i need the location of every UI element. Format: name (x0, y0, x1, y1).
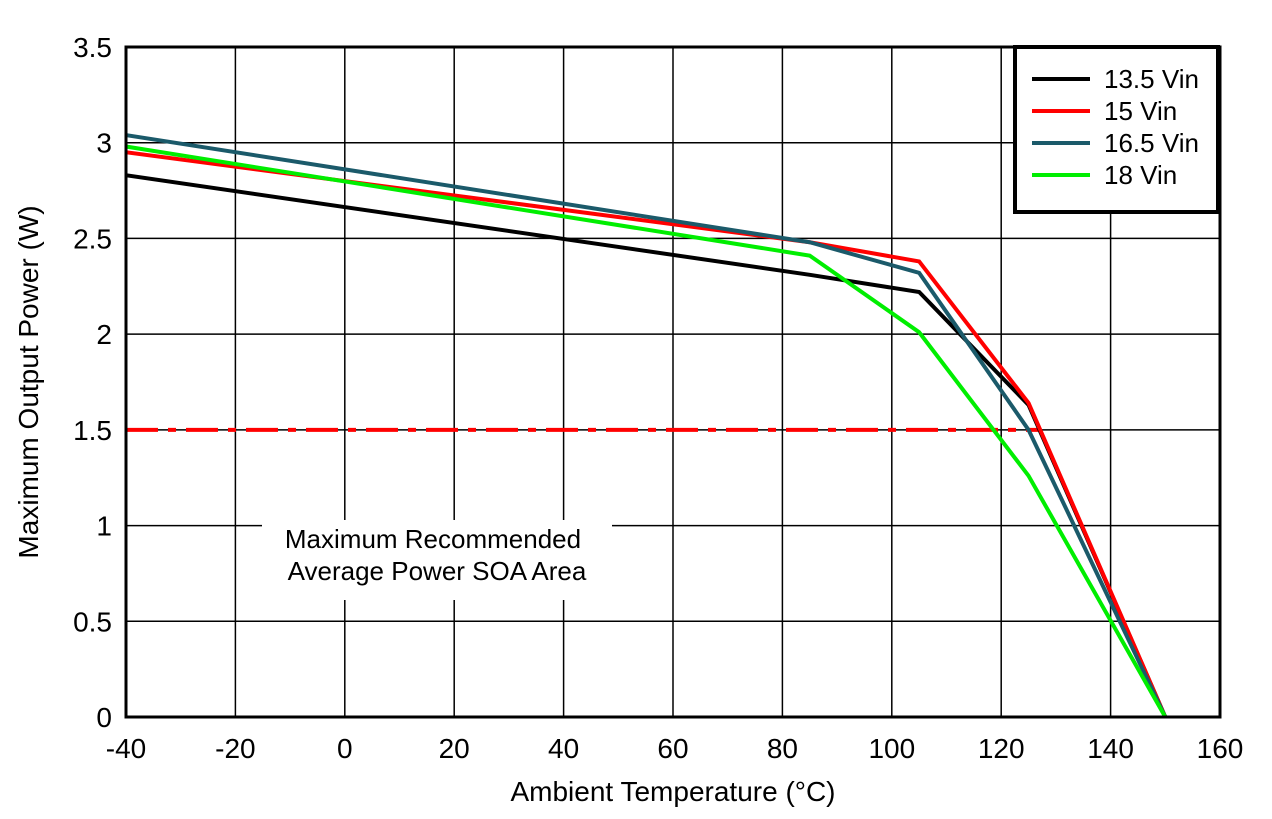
series-line-13-5-vin (125, 173, 1168, 718)
x-tick-label: -20 (215, 733, 255, 764)
x-tick-label: 160 (1197, 733, 1244, 764)
legend-label: 15 Vin (1104, 96, 1177, 126)
annotation-line-2: Average Power SOA Area (288, 556, 587, 586)
y-tick-label: 3.5 (73, 32, 112, 63)
x-tick-label: 40 (548, 733, 579, 764)
legend-label: 13.5 Vin (1104, 64, 1199, 94)
legend-label: 16.5 Vin (1104, 128, 1199, 158)
x-tick-label: -40 (106, 733, 146, 764)
x-tick-label: 60 (657, 733, 688, 764)
series-line-16-5-vin (125, 133, 1168, 718)
legend-label: 18 Vin (1104, 160, 1177, 190)
x-tick-label: 120 (978, 733, 1025, 764)
series-line-15-vin (125, 150, 1168, 718)
plot-frame (124, 45, 1222, 719)
y-tick-label: 1 (96, 511, 112, 542)
y-tick-label: 0.5 (73, 606, 112, 637)
x-tick-label: 0 (337, 733, 353, 764)
y-tick-label: 2 (96, 319, 112, 350)
annotation-line-1: Maximum Recommended (285, 524, 581, 554)
x-axis-label: Ambient Temperature (°C) (510, 776, 835, 807)
y-tick-label: 2.5 (73, 223, 112, 254)
x-tick-label: 140 (1087, 733, 1134, 764)
x-tick-label: 100 (868, 733, 915, 764)
annotation: Maximum Recommended Average Power SOA Ar… (262, 520, 612, 600)
x-tick-label: 20 (439, 733, 470, 764)
x-tick-labels: -40 -20 0 20 40 60 80 100 120 140 160 (106, 733, 1244, 764)
y-tick-label: 3 (96, 128, 112, 159)
series-line-18-vin (125, 144, 1168, 718)
x-tick-label: 80 (767, 733, 798, 764)
y-tick-label: 1.5 (73, 415, 112, 446)
y-axis-label: Maximum Output Power (W) (13, 205, 44, 558)
y-tick-labels: 0 0.5 1 1.5 2 2.5 3 3.5 (73, 32, 112, 733)
y-tick-label: 0 (96, 702, 112, 733)
series-lines (125, 133, 1168, 718)
